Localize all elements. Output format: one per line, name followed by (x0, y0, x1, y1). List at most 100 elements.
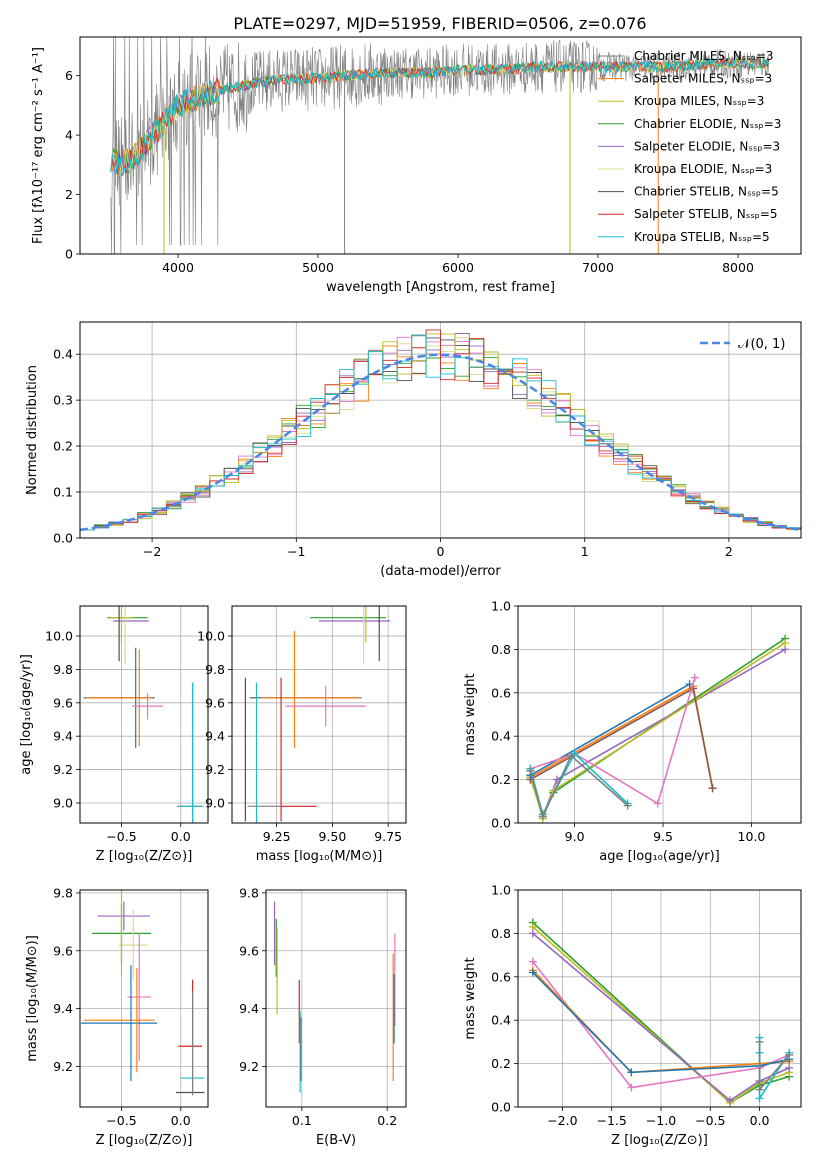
y-tick-label: 9.6 (239, 943, 259, 958)
y-axis-label: Normed distribution (25, 365, 40, 495)
y-tick-label: 9.6 (205, 695, 225, 710)
figure-title: PLATE=0297, MJD=51959, FIBERID=0506, z=0… (233, 14, 646, 33)
x-axis-label: age [log₁₀(age/yr)] (599, 849, 720, 864)
x-tick-label: 0.1 (292, 1113, 312, 1128)
legend-label: Chabrier ELODIE, Nₛₛₚ=3 (634, 117, 781, 131)
age-vs-mass-panel: 9.25 9.50 9.75 9.0 9.2 9.4 9.6 9.8 10.0 mass [log… (197, 605, 407, 864)
y-tick-label: 9.2 (53, 762, 73, 777)
y-tick-label: 9.8 (205, 662, 225, 677)
x-axis-label: Z [log₁₀(Z/Z⊙)] (96, 1133, 193, 1148)
plot-area (83, 606, 204, 823)
legend-label: Kroupa ELODIE, Nₛₛₚ=3 (634, 162, 772, 176)
x-axis-label: wavelength [Angstrom, rest frame] (326, 280, 555, 295)
x-tick-label: 0 (437, 544, 445, 559)
x-tick-label: −0.5 (106, 829, 136, 844)
x-tick-label: −1 (287, 544, 305, 559)
plot-area (80, 329, 801, 532)
y-tick-label: 0.6 (491, 685, 511, 700)
x-tick-label: 8000 (722, 260, 754, 275)
gaussian-reference-curve (80, 353, 801, 532)
y-tick-label: 0.6 (491, 969, 511, 984)
legend-label: Chabrier STELIB, Nₛₛₚ=5 (634, 185, 779, 199)
axes-frame (79, 889, 209, 1108)
x-tick-label: 0.2 (377, 1113, 397, 1128)
y-tick-label: 4 (65, 128, 73, 143)
y-tick-label: 9.8 (53, 885, 73, 900)
y-tick-label: 9.4 (53, 729, 73, 744)
x-axis-label: (data-model)/error (380, 564, 501, 579)
y-tick-label: 1.0 (491, 599, 511, 614)
y-tick-label: 10.0 (45, 629, 73, 644)
y-tick-label: 9.2 (239, 1059, 259, 1074)
axes-frame (79, 36, 802, 255)
x-tick-label: 4000 (162, 260, 194, 275)
plot-area (273, 901, 396, 1093)
y-axis-label: mass weight (463, 673, 478, 755)
mass-vs-metallicity-panel: −0.5 0.0 9.2 9.4 9.6 9.8 Z [log₁₀(Z/Z⊙)] mass [… (25, 885, 209, 1148)
residual-histogram (80, 329, 801, 531)
x-tick-label: 2 (725, 544, 733, 559)
y-tick-label: 0.8 (491, 642, 511, 657)
y-tick-label: 9.6 (53, 943, 73, 958)
axes-frame (231, 605, 407, 824)
mass-vs-ebv-panel: 0.1 0.2 9.2 9.4 9.6 9.8 E(B-V) (239, 885, 407, 1148)
plot-area (526, 634, 790, 823)
plot-area (244, 606, 391, 823)
axes-frame (79, 605, 209, 824)
y-tick-label: 2 (65, 187, 73, 202)
x-tick-label: 9.5 (653, 829, 673, 844)
weight-vs-metallicity-panel: −2.0 −1.5 −1.0 −0.5 0.0 0.0 0.2 0.4 0.6 0.8 1.0 Z [… (463, 883, 802, 1148)
y-tick-label: 0.0 (53, 531, 73, 546)
weight-vs-age-panel: 9.0 9.5 10.0 0.0 0.2 0.4 0.6 0.8 1.0 age [log₁₀(a… (463, 599, 802, 864)
legend-label: Chabrier MILES, Nₛₛₚ=3 (634, 49, 774, 63)
legend-label: 𝒩(0, 1) (738, 337, 785, 352)
plot-area (110, 37, 770, 254)
legend-label: Salpeter STELIB, Nₛₛₚ=5 (634, 207, 778, 221)
axes-frame (265, 889, 407, 1108)
x-tick-label: 9.75 (374, 829, 402, 844)
y-tick-label: 9.2 (205, 762, 225, 777)
y-tick-label: 0.0 (491, 1100, 511, 1115)
x-tick-label: 0.0 (171, 1113, 191, 1128)
x-tick-label: −1.0 (646, 1113, 676, 1128)
y-tick-label: 9.8 (239, 885, 259, 900)
y-tick-label: 9.4 (53, 1001, 73, 1016)
x-axis-label: Z [log₁₀(Z/Z⊙)] (611, 1133, 708, 1148)
y-tick-label: 10.0 (197, 629, 225, 644)
legend-label: Salpeter ELODIE, Nₛₛₚ=3 (634, 139, 780, 153)
y-tick-label: 0 (65, 247, 73, 262)
x-tick-label: −0.5 (106, 1113, 136, 1128)
x-tick-label: 0.0 (171, 829, 191, 844)
residuals-panel: −2 −1 0 1 2 0.0 0.1 0.2 0.3 0.4 (data-model)/error… (25, 321, 802, 579)
x-tick-label: 1 (581, 544, 589, 559)
y-tick-label: 0.4 (491, 1013, 511, 1028)
weight-series-line (532, 926, 790, 1104)
weight-series-line (532, 961, 790, 1089)
x-tick-label: −0.5 (695, 1113, 725, 1128)
y-tick-label: 9.0 (205, 795, 225, 810)
x-tick-label: 0.0 (750, 1113, 770, 1128)
model-spectrum (110, 57, 770, 176)
legend-label: Kroupa STELIB, Nₛₛₚ=5 (634, 230, 770, 244)
y-tick-label: 0.2 (491, 772, 511, 787)
plot-area (81, 890, 205, 1096)
age-vs-metallicity-panel: −0.5 0.0 9.0 9.2 9.4 9.6 9.8 10.0 Z [log₁₀(Z/Z⊙)… (19, 605, 209, 864)
y-tick-label: 9.4 (239, 1001, 259, 1016)
legend-label: Salpeter MILES, Nₛₛₚ=3 (634, 72, 772, 86)
weight-series-line (530, 677, 696, 805)
y-axis-label: age [log₁₀(age/yr)] (19, 654, 34, 775)
y-tick-label: 1.0 (491, 883, 511, 898)
x-tick-label: 10.0 (738, 829, 766, 844)
y-tick-label: 9.6 (53, 695, 73, 710)
plot-area (528, 918, 794, 1107)
axes-frame (517, 889, 802, 1108)
x-tick-label: −2 (143, 544, 161, 559)
y-tick-label: 0.4 (491, 729, 511, 744)
y-tick-label: 9.4 (205, 729, 225, 744)
axes-frame (79, 321, 802, 539)
x-axis-label: Z [log₁₀(Z/Z⊙)] (96, 849, 193, 864)
x-tick-label: −2.0 (547, 1113, 577, 1128)
y-tick-label: 0.0 (491, 816, 511, 831)
y-tick-label: 9.8 (53, 662, 73, 677)
